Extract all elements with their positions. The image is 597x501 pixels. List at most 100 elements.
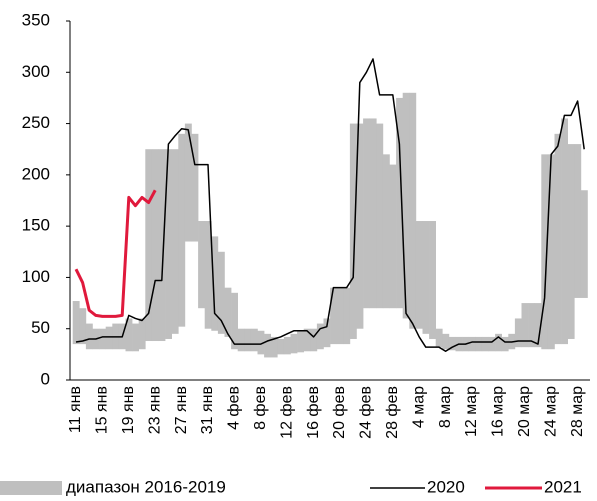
range-bar (323, 318, 331, 348)
range-bar (250, 328, 258, 352)
range-bar (316, 323, 324, 350)
legend-label: диапазон 2016-2019 (66, 477, 226, 496)
range-bar (204, 221, 212, 329)
range-bar (198, 221, 205, 309)
range-bar (151, 149, 159, 342)
range-bar (290, 333, 298, 354)
range-bar (514, 318, 522, 348)
x-tick-label: 24 фев (358, 386, 375, 439)
range-bar (396, 97, 403, 309)
y-tick-label: 200 (22, 164, 50, 183)
range-bar (448, 336, 456, 351)
range-bar (211, 236, 219, 331)
range-bar (363, 118, 370, 309)
x-tick-label: 28 фев (384, 386, 401, 439)
range-bar (574, 144, 582, 298)
range-bar (554, 133, 562, 345)
y-tick-label: 0 (41, 369, 50, 388)
range-bar (389, 164, 397, 309)
range-bar (171, 149, 179, 334)
x-tick-label: 12 мар (463, 386, 480, 437)
range-bar (442, 333, 450, 350)
x-tick-label: 11 янв (67, 386, 84, 433)
range-bar (422, 221, 430, 334)
range-bar (330, 287, 337, 345)
range-bar (184, 123, 192, 242)
range-bar (580, 190, 588, 298)
x-tick-label: 20 фев (331, 386, 348, 439)
x-tick-label: 27 янв (173, 386, 190, 434)
range-bar (429, 221, 436, 339)
range-bar (567, 144, 575, 339)
x-tick-label: 31 янв (199, 386, 216, 434)
range-bar (132, 323, 139, 352)
range-bar (409, 92, 417, 329)
y-tick-label: 250 (22, 113, 50, 132)
range-bar (501, 336, 509, 352)
x-tick-label: 8 фев (252, 386, 269, 430)
range-bar (178, 133, 186, 327)
range-bar (528, 303, 535, 348)
range-bar (561, 118, 568, 345)
range-bar (105, 326, 113, 350)
range-bar (191, 133, 199, 242)
range-bar (547, 154, 555, 350)
range-bar (521, 303, 529, 348)
series-line (75, 58, 585, 353)
y-tick-label: 350 (22, 10, 50, 29)
range-bar (468, 336, 476, 352)
range-bar (541, 154, 549, 350)
range-bar (244, 328, 252, 352)
y-tick-label: 50 (31, 318, 50, 337)
x-tick-label: 24 мар (542, 386, 559, 437)
range-bar (165, 149, 172, 339)
legend-swatch (0, 481, 62, 495)
range-bar (85, 323, 93, 350)
x-tick-label: 20 мар (516, 386, 533, 437)
y-tick-label: 150 (22, 216, 50, 235)
range-bar (297, 330, 304, 353)
range-bar (138, 318, 146, 350)
range-bar (72, 301, 80, 345)
legend-label: 2020 (427, 477, 465, 496)
range-bar (270, 336, 278, 358)
range-bar (217, 251, 225, 334)
series-line (74, 189, 157, 318)
y-tick-label: 100 (22, 267, 50, 286)
range-bar (158, 149, 166, 342)
range-bar (303, 328, 311, 352)
range-bar (224, 287, 232, 337)
range-bar (257, 330, 265, 355)
range-bar (125, 318, 133, 352)
range-bar (264, 333, 271, 358)
range-bar (277, 338, 285, 355)
range-bar (376, 123, 384, 309)
x-tick-label: 23 янв (146, 386, 163, 434)
range-bar (534, 303, 542, 348)
range-bar (435, 328, 443, 348)
range-bar (356, 123, 364, 329)
x-tick-label: 15 янв (94, 386, 111, 434)
x-tick-label: 28 мар (569, 386, 586, 437)
range-bar (382, 154, 390, 309)
range-bar (283, 336, 291, 355)
range-bar (475, 336, 483, 352)
y-tick-label: 300 (22, 62, 50, 81)
range-bar (349, 123, 357, 339)
range-bar (495, 333, 502, 352)
range-bar (145, 149, 153, 342)
range-bar (99, 328, 106, 350)
legend-label: 2021 (544, 477, 582, 496)
range-bar (343, 287, 351, 345)
x-tick-label: 8 мар (437, 386, 454, 428)
range-bar (310, 328, 318, 352)
range-bar (415, 221, 423, 329)
range-bar (481, 336, 489, 352)
range-bar (336, 287, 344, 345)
range-bar (369, 118, 377, 309)
range-bar (488, 336, 496, 352)
x-tick-label: 16 мар (490, 386, 507, 437)
x-tick-label: 4 мар (410, 386, 427, 428)
x-tick-label: 12 фев (278, 386, 295, 439)
